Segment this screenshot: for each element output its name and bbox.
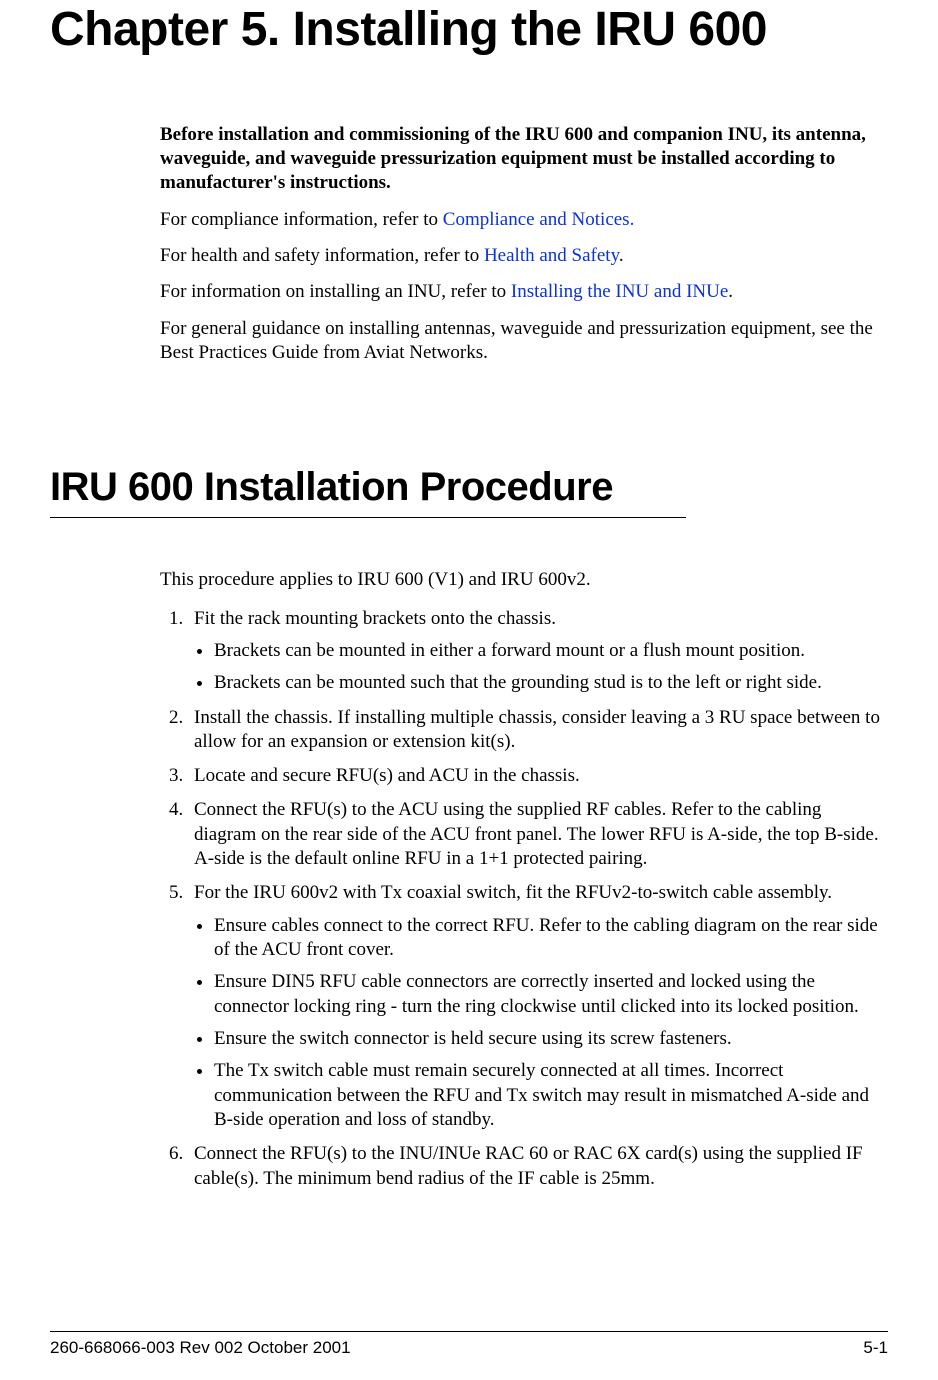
step-4: Connect the RFU(s) to the ACU using the … bbox=[188, 798, 888, 871]
step-5: For the IRU 600v2 with Tx coaxial switch… bbox=[188, 881, 888, 1132]
text-run: For information on installing an INU, re… bbox=[160, 281, 511, 302]
list-item: Ensure DIN5 RFU cable connectors are cor… bbox=[214, 970, 888, 1019]
text-run: For health and safety information, refer… bbox=[160, 245, 484, 266]
step-1-sublist: Brackets can be mounted in either a forw… bbox=[194, 639, 888, 696]
chapter-title: Chapter 5. Installing the IRU 600 bbox=[50, 0, 888, 57]
step-text: For the IRU 600v2 with Tx coaxial switch… bbox=[194, 882, 832, 903]
footer-left: 260-668066-003 Rev 002 October 2001 bbox=[50, 1338, 351, 1358]
list-item: The Tx switch cable must remain securely… bbox=[214, 1059, 888, 1132]
step-3: Locate and secure RFU(s) and ACU in the … bbox=[188, 764, 888, 788]
step-1: Fit the rack mounting brackets onto the … bbox=[188, 607, 888, 696]
section-heading: IRU 600 Installation Procedure bbox=[50, 465, 888, 509]
inu-install-paragraph: For information on installing an INU, re… bbox=[160, 280, 888, 304]
text-run: . bbox=[728, 281, 733, 302]
list-item: Ensure the switch connector is held secu… bbox=[214, 1027, 888, 1051]
procedure-intro: This procedure applies to IRU 600 (V1) a… bbox=[160, 568, 888, 592]
procedure-steps: Fit the rack mounting brackets onto the … bbox=[160, 607, 888, 1191]
page-footer: 260-668066-003 Rev 002 October 2001 5-1 bbox=[50, 1331, 888, 1358]
section-rule bbox=[50, 517, 686, 518]
step-5-sublist: Ensure cables connect to the correct RFU… bbox=[194, 914, 888, 1133]
step-text: Fit the rack mounting brackets onto the … bbox=[194, 608, 556, 629]
compliance-link[interactable]: Compliance and Notices. bbox=[443, 209, 635, 230]
step-6: Connect the RFU(s) to the INU/INUe RAC 6… bbox=[188, 1142, 888, 1191]
step-2: Install the chassis. If installing multi… bbox=[188, 706, 888, 755]
page: Chapter 5. Installing the IRU 600 Before… bbox=[0, 0, 938, 1380]
list-item: Brackets can be mounted such that the gr… bbox=[214, 671, 888, 695]
health-safety-paragraph: For health and safety information, refer… bbox=[160, 244, 888, 268]
intro-bold-paragraph: Before installation and commissioning of… bbox=[160, 123, 888, 196]
footer-right: 5-1 bbox=[863, 1338, 888, 1358]
inu-install-link[interactable]: Installing the INU and INUe bbox=[511, 281, 728, 302]
text-run: For compliance information, refer to bbox=[160, 209, 443, 230]
health-safety-link[interactable]: Health and Safety bbox=[484, 245, 619, 266]
general-guidance-paragraph: For general guidance on installing anten… bbox=[160, 317, 888, 366]
list-item: Brackets can be mounted in either a forw… bbox=[214, 639, 888, 663]
compliance-paragraph: For compliance information, refer to Com… bbox=[160, 208, 888, 232]
list-item: Ensure cables connect to the correct RFU… bbox=[214, 914, 888, 963]
text-run: . bbox=[619, 245, 624, 266]
